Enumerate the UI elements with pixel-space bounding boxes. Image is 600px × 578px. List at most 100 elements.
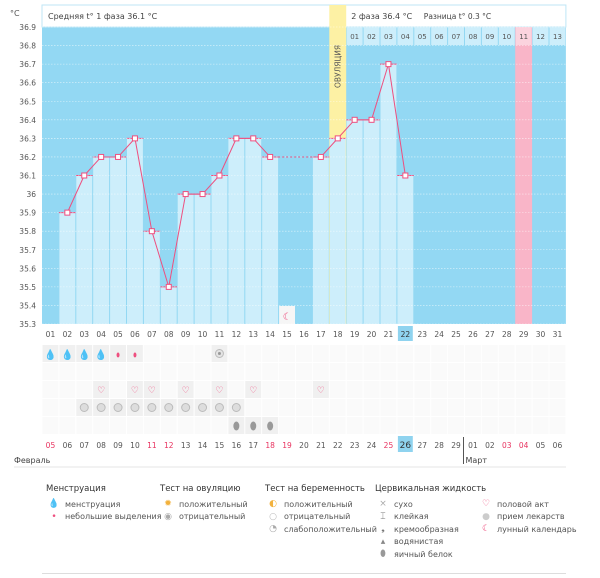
temperature-point xyxy=(148,228,155,235)
cycle-day-label: 30 xyxy=(536,330,546,339)
grid-cell xyxy=(211,363,228,380)
legend-item: ☾ лунный календарь xyxy=(478,523,577,536)
grid-cell xyxy=(515,417,532,434)
calendar-date: 23 xyxy=(350,441,360,450)
phase2-day-label: 11 xyxy=(519,33,528,41)
grid-cell xyxy=(397,417,414,434)
legend-label: менструация xyxy=(65,499,121,509)
phase1-average: Средняя t° 1 фаза 36.1 °C xyxy=(48,12,158,21)
grid-cell xyxy=(76,417,93,434)
grid-cell xyxy=(380,363,397,380)
phase2-average: 2 фаза 36.4 °C xyxy=(351,12,412,21)
phase2-day-label: 06 xyxy=(435,33,444,41)
grid-cell xyxy=(498,363,515,380)
legend-group: Цервикальная жидкость × сухо ⌶ клейкая ❟ кремо… xyxy=(375,484,486,561)
grid-cell xyxy=(245,399,262,416)
grid-cell xyxy=(481,381,498,398)
grid-cell xyxy=(42,417,59,434)
legend-group: Тест на овуляцию ✹ положительный ◉ отрицател… xyxy=(160,484,248,523)
pill-icon xyxy=(79,403,89,412)
temperature-bar xyxy=(143,231,160,324)
grid-cell xyxy=(380,399,397,416)
grid-cell xyxy=(448,363,464,380)
temperature-point xyxy=(199,191,206,198)
filled-cell xyxy=(93,345,110,362)
grid-cell xyxy=(532,345,549,362)
creamy-icon: ❟ xyxy=(381,524,385,535)
grid-cell xyxy=(211,417,228,434)
legend-item: ✹ положительный xyxy=(160,498,247,511)
y-tick-label: 36.5 xyxy=(19,97,36,106)
egg-white-icon xyxy=(267,421,274,431)
phase2-day-cell xyxy=(397,27,414,45)
grid-cell xyxy=(127,417,143,434)
cycle-day-label: 10 xyxy=(198,330,208,339)
temperature-bar xyxy=(177,194,194,324)
calendar-date: 27 xyxy=(417,441,427,450)
egg-white-icon: ⬮ xyxy=(380,549,386,560)
heart-icon: ♡ xyxy=(148,386,156,396)
legend-label: небольшие выделения xyxy=(65,512,162,522)
grid-cell xyxy=(465,381,481,398)
cycle-day-label: 26 xyxy=(468,330,478,339)
grid-cell xyxy=(228,363,245,380)
grid-cell xyxy=(245,345,262,362)
cycle-day-label: 17 xyxy=(316,330,326,339)
watery-icon: ▴ xyxy=(380,536,386,547)
phase2-day-label: 07 xyxy=(452,33,461,41)
grid-cell xyxy=(515,363,532,380)
cycle-day-label: 16 xyxy=(299,330,309,339)
grid-cell xyxy=(262,381,279,398)
temperature-bar xyxy=(329,138,346,324)
legend-item: • небольшие выделения xyxy=(46,511,162,524)
grid-cell xyxy=(312,417,329,434)
grid-cell xyxy=(194,417,211,434)
calendar-date: 15 xyxy=(215,441,225,450)
grid-cell xyxy=(228,381,245,398)
y-tick-label: 35.3 xyxy=(19,320,36,329)
temperature-point xyxy=(233,135,240,142)
legend-label: кремообразная xyxy=(394,524,459,534)
phase2-day-cell xyxy=(363,27,380,45)
grid-cell xyxy=(329,345,346,362)
grid-cell xyxy=(498,399,515,416)
temperature-bar xyxy=(312,156,329,324)
heart-icon: ♡ xyxy=(97,386,105,396)
grid-cell xyxy=(279,417,295,434)
cycle-day-label: 06 xyxy=(130,330,140,339)
grid-cell xyxy=(448,399,464,416)
calendar-date: 16 xyxy=(232,441,242,450)
pill-icon xyxy=(181,403,191,412)
grid-cell xyxy=(279,399,295,416)
grid-cell xyxy=(59,381,76,398)
y-tick-label: 36.7 xyxy=(19,60,36,69)
phase2-day-label: 05 xyxy=(418,33,427,41)
phase2-day-label: 10 xyxy=(502,33,511,41)
heart-icon: ♡ xyxy=(131,386,139,396)
y-tick-label: 35.6 xyxy=(19,264,36,273)
grid-cell xyxy=(363,399,380,416)
grid-cell xyxy=(448,345,464,362)
temperature-segment xyxy=(117,138,136,158)
sticky-icon: ⌶ xyxy=(380,511,386,522)
divider xyxy=(42,573,566,574)
grid-cell xyxy=(194,381,211,398)
y-tick-label: 35.8 xyxy=(19,227,36,236)
grid-cell xyxy=(160,363,177,380)
calendar-date: 18 xyxy=(265,441,275,450)
grid-cell xyxy=(431,363,448,380)
temperature-point xyxy=(216,172,223,179)
temperature-point xyxy=(81,172,88,179)
phase2-day-label: 04 xyxy=(401,33,410,41)
grid-cell xyxy=(380,381,397,398)
legend-item: ❟ кремообразная xyxy=(375,523,486,536)
y-tick-label: 35.9 xyxy=(19,209,36,218)
cycle-day-label: 13 xyxy=(248,330,258,339)
calendar-date: 17 xyxy=(248,441,258,450)
temperature-bar xyxy=(110,156,126,324)
y-tick-label: 36.1 xyxy=(19,172,36,181)
phase2-day-label: 13 xyxy=(553,33,562,41)
grid-cell xyxy=(549,381,566,398)
cycle-day-label: 29 xyxy=(519,330,529,339)
moon-icon: ☾ xyxy=(481,524,491,535)
